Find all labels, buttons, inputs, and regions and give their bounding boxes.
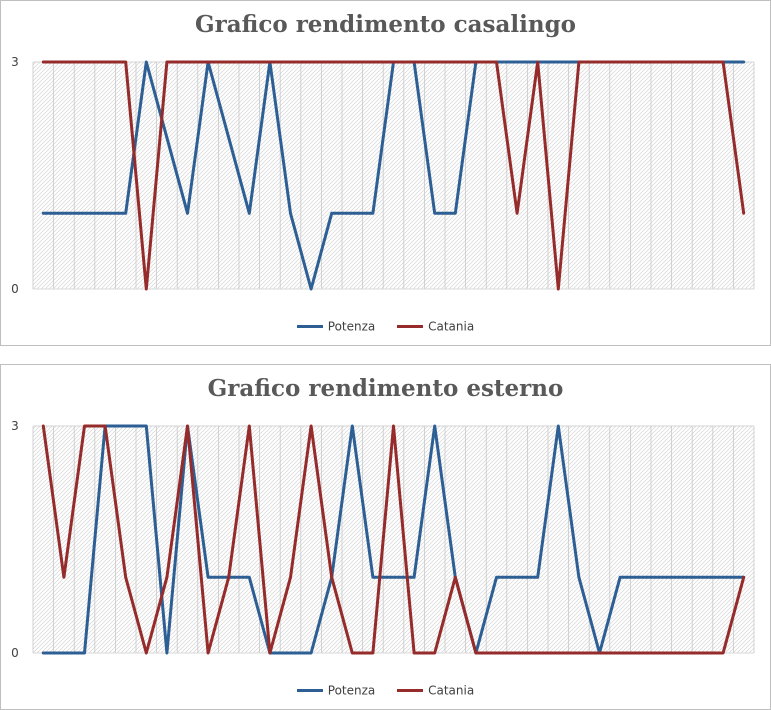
chart-title: Grafico rendimento esterno xyxy=(207,375,564,402)
legend-label-potenza: Potenza xyxy=(327,319,376,333)
series-line-catania xyxy=(41,424,746,655)
legend-swatch-potenza xyxy=(296,688,323,692)
legend-swatch-catania xyxy=(397,324,424,328)
chart-legend: Potenza Catania xyxy=(1,318,770,333)
y-tick-label: 0 xyxy=(11,282,19,296)
y-tick-label: 3 xyxy=(11,55,19,69)
legend-item-potenza: Potenza xyxy=(296,683,376,697)
chart-plot: 03 xyxy=(11,55,755,296)
legend-label-catania: Catania xyxy=(428,683,475,697)
legend-item-potenza: Potenza xyxy=(296,319,376,333)
series-line-potenza xyxy=(41,424,746,655)
legend-label-catania: Catania xyxy=(428,319,475,333)
chart-title: Grafico rendimento casalingo xyxy=(194,11,577,38)
legend-swatch-catania xyxy=(397,688,424,692)
chart-legend: Potenza Catania xyxy=(1,682,770,697)
chart-plot: 03 xyxy=(11,419,755,660)
plot-area xyxy=(33,426,754,653)
legend-item-catania: Catania xyxy=(397,319,475,333)
y-tick-label: 3 xyxy=(11,419,19,433)
plot-area xyxy=(33,62,754,289)
legend-label-potenza: Potenza xyxy=(327,683,376,697)
series-line-catania xyxy=(41,60,746,291)
legend-item-catania: Catania xyxy=(397,683,475,697)
y-tick-label: 0 xyxy=(11,646,19,660)
legend-swatch-potenza xyxy=(296,324,323,328)
